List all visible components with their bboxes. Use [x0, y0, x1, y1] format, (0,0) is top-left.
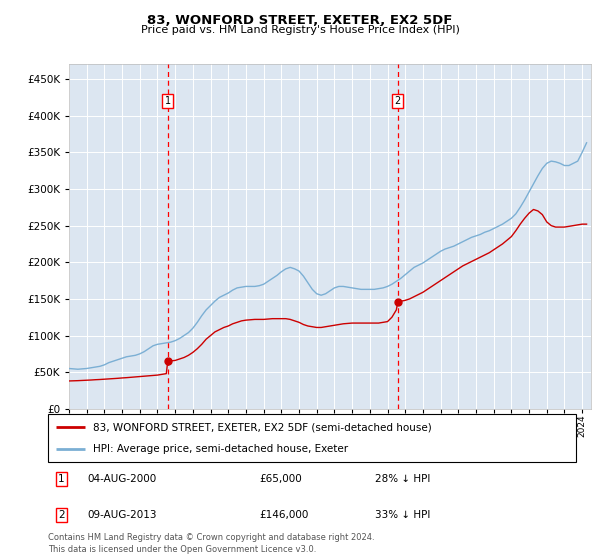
- Text: 2: 2: [58, 510, 65, 520]
- Text: 83, WONFORD STREET, EXETER, EX2 5DF (semi-detached house): 83, WONFORD STREET, EXETER, EX2 5DF (sem…: [93, 422, 431, 432]
- Text: 1: 1: [58, 474, 65, 484]
- Text: Contains HM Land Registry data © Crown copyright and database right 2024.
This d: Contains HM Land Registry data © Crown c…: [48, 533, 374, 554]
- Text: 2: 2: [395, 96, 401, 106]
- Text: 33% ↓ HPI: 33% ↓ HPI: [376, 510, 431, 520]
- Text: 1: 1: [164, 96, 171, 106]
- Text: HPI: Average price, semi-detached house, Exeter: HPI: Average price, semi-detached house,…: [93, 444, 348, 454]
- Text: 83, WONFORD STREET, EXETER, EX2 5DF: 83, WONFORD STREET, EXETER, EX2 5DF: [148, 14, 452, 27]
- Text: 04-AUG-2000: 04-AUG-2000: [88, 474, 157, 484]
- Text: 09-AUG-2013: 09-AUG-2013: [88, 510, 157, 520]
- Text: Price paid vs. HM Land Registry's House Price Index (HPI): Price paid vs. HM Land Registry's House …: [140, 25, 460, 35]
- Text: 28% ↓ HPI: 28% ↓ HPI: [376, 474, 431, 484]
- Text: £146,000: £146,000: [259, 510, 308, 520]
- Text: £65,000: £65,000: [259, 474, 302, 484]
